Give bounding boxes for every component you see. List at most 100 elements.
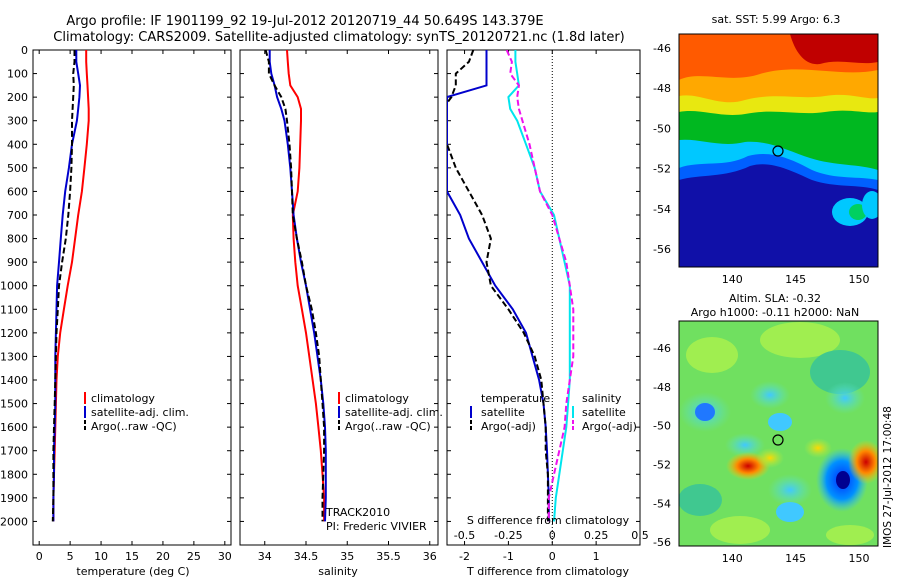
legend-climatology-label: climatology bbox=[91, 392, 155, 405]
sst-map-image bbox=[679, 34, 878, 267]
depth-tick-label: 1800 bbox=[0, 468, 28, 481]
legend-s-satellite-label: satellite bbox=[582, 406, 626, 419]
profile-line-1-0 bbox=[286, 50, 326, 522]
temperature-xlabel: temperature (deg C) bbox=[76, 565, 189, 578]
sst-map-lon-label: 140 bbox=[722, 273, 743, 286]
x-tick-label: 34 bbox=[258, 550, 272, 563]
sla-map-lat-label: -50 bbox=[653, 420, 671, 433]
depth-tick-label: 1300 bbox=[0, 350, 28, 363]
depth-tick-label: 1100 bbox=[0, 303, 28, 316]
sla-map-lat-label: -48 bbox=[653, 381, 671, 394]
difference-legend: temperature satellite Argo(-adj) salinit… bbox=[470, 392, 637, 433]
t-diff-argo-line bbox=[447, 50, 549, 522]
s-diff-satellite-line bbox=[507, 50, 571, 522]
depth-tick-label: 1000 bbox=[0, 280, 28, 293]
panel-difference-frame bbox=[446, 49, 641, 546]
depth-tick-label: 1500 bbox=[0, 398, 28, 411]
depth-tick-label: 1900 bbox=[0, 492, 28, 505]
depth-tick-label: 1600 bbox=[0, 421, 28, 434]
depth-tick-label: 800 bbox=[7, 233, 28, 246]
profile-lines bbox=[51, 50, 575, 522]
x-tick-label: 10 bbox=[94, 550, 108, 563]
sst-map-lat-label: -52 bbox=[653, 163, 671, 176]
imos-timestamp: IMOS 27-Jul-2012 17:00:48 bbox=[882, 406, 894, 548]
sla-map-lon-label: 150 bbox=[848, 552, 869, 565]
x-tick-label: 20 bbox=[156, 550, 170, 563]
profile-line-1-2 bbox=[264, 50, 326, 522]
x-tick-label: 35.5 bbox=[376, 550, 401, 563]
x-tick-label: -2 bbox=[459, 550, 470, 563]
x-tick-label: 25 bbox=[187, 550, 201, 563]
sla-map-lat-label: -46 bbox=[653, 342, 671, 355]
x-tick-label: 34.5 bbox=[294, 550, 319, 563]
axis-ticks: 0100200300400500600700800900100011001200… bbox=[0, 42, 869, 565]
depth-tick-label: 200 bbox=[7, 91, 28, 104]
depth-tick-label: 1700 bbox=[0, 445, 28, 458]
sla-map-lat-label: -54 bbox=[653, 497, 671, 510]
legend-climatology-label: climatology bbox=[345, 392, 409, 405]
sst-map-lat-label: -46 bbox=[653, 42, 671, 55]
pi-annotation: PI: Frederic VIVIER bbox=[326, 520, 427, 533]
sla-map-lat-label: -52 bbox=[653, 459, 671, 472]
t-difference-xlabel: T difference from climatology bbox=[466, 565, 629, 578]
sla-map-lon-label: 140 bbox=[722, 552, 743, 565]
depth-tick-label: 600 bbox=[7, 185, 28, 198]
x-tick-label: 36 bbox=[423, 550, 437, 563]
panel-salinity-frame bbox=[239, 49, 439, 546]
s-diff-tick-label: 0 bbox=[549, 529, 556, 542]
x-tick-label: 15 bbox=[125, 550, 139, 563]
sst-map-title: sat. SST: 5.99 Argo: 6.3 bbox=[712, 13, 841, 26]
s-diff-argo-line bbox=[505, 50, 575, 522]
legend-temperature-title: temperature bbox=[481, 392, 550, 405]
sla-map-title-line2: Argo h1000: -0.11 h2000: NaN bbox=[691, 306, 860, 319]
legend-salinity-title: salinity bbox=[582, 392, 622, 405]
depth-tick-label: 700 bbox=[7, 209, 28, 222]
header-line1: Argo profile: IF 1901199_92 19-Jul-2012 … bbox=[66, 14, 543, 29]
t-diff-satellite-line bbox=[447, 50, 550, 522]
legend-argo-label: Argo(..raw -QC) bbox=[345, 420, 431, 433]
depth-tick-label: 1200 bbox=[0, 327, 28, 340]
x-tick-label: 35 bbox=[340, 550, 354, 563]
track-annotation: TRACK2010 bbox=[325, 506, 390, 519]
salinity-legend: climatology satellite-adj. clim. Argo(..… bbox=[338, 392, 443, 433]
depth-tick-label: 1400 bbox=[0, 374, 28, 387]
sst-argo-marker bbox=[772, 145, 784, 157]
depth-tick-label: 100 bbox=[7, 68, 28, 81]
sla-map-title-line1: Altim. SLA: -0.32 bbox=[729, 292, 821, 305]
x-tick-label: 30 bbox=[218, 550, 232, 563]
x-tick-label: 0 bbox=[549, 550, 556, 563]
legend-satellite-label: satellite-adj. clim. bbox=[91, 406, 189, 419]
depth-tick-label: 900 bbox=[7, 256, 28, 269]
sla-map-frame bbox=[678, 320, 879, 547]
depth-tick-label: 300 bbox=[7, 115, 28, 128]
panel-temperature-frame bbox=[32, 49, 232, 546]
sst-map-frame bbox=[678, 33, 879, 268]
depth-tick-label: 2000 bbox=[0, 515, 28, 528]
salinity-xlabel: salinity bbox=[318, 565, 358, 578]
legend-argo-label: Argo(..raw -QC) bbox=[91, 420, 177, 433]
profile-line-1-1 bbox=[268, 50, 327, 522]
s-diff-tick-label: 0.25 bbox=[584, 529, 609, 542]
s-diff-tick-label: 0.5 bbox=[631, 529, 649, 542]
s-difference-label: S difference from climatology bbox=[467, 514, 630, 527]
sst-map-lat-label: -54 bbox=[653, 203, 671, 216]
x-tick-label: -1 bbox=[503, 550, 514, 563]
temperature-legend: climatology satellite-adj. clim. Argo(..… bbox=[84, 392, 189, 433]
sst-map-lat-label: -48 bbox=[653, 82, 671, 95]
depth-tick-label: 400 bbox=[7, 138, 28, 151]
sst-map-lon-label: 145 bbox=[785, 273, 806, 286]
sst-map-lat-label: -56 bbox=[653, 243, 671, 256]
x-tick-label: 0 bbox=[36, 550, 43, 563]
legend-t-argo-label: Argo(-adj) bbox=[481, 420, 536, 433]
s-diff-tick-label: -0.25 bbox=[494, 529, 522, 542]
s-diff-tick-label: -0.5 bbox=[454, 529, 475, 542]
sla-map-lon-label: 145 bbox=[785, 552, 806, 565]
header-line2: Climatology: CARS2009. Satellite-adjuste… bbox=[53, 30, 625, 45]
x-tick-label: 1 bbox=[593, 550, 600, 563]
legend-t-satellite-label: satellite bbox=[481, 406, 525, 419]
sst-map-lon-label: 150 bbox=[848, 273, 869, 286]
x-tick-label: 5 bbox=[67, 550, 74, 563]
legend-s-argo-label: Argo(-adj) bbox=[582, 420, 637, 433]
depth-tick-label: 500 bbox=[7, 162, 28, 175]
